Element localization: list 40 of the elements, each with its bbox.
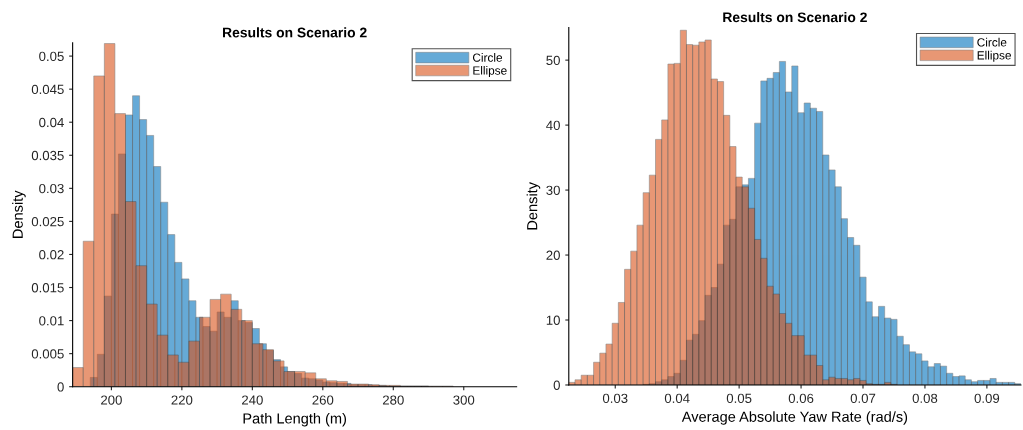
x-tick-label: 280	[382, 395, 404, 405]
chart-title: Results on Scenario 2	[723, 12, 867, 23]
legend-label: Circle	[472, 53, 503, 62]
y-tick-label: 0.04	[39, 117, 64, 128]
legend-label: Ellipse	[977, 50, 1011, 62]
y-tick-label: 50	[546, 55, 560, 66]
x-tick-label: 0.05	[726, 393, 752, 403]
y-tick-label: 30	[546, 185, 560, 195]
x-tick-label: 260	[312, 395, 334, 405]
x-tick-label: 0.08	[912, 393, 938, 403]
y-axis-title: Density	[526, 182, 541, 230]
chart-title: Results on Scenario 2	[223, 27, 367, 38]
y-tick-label: 0.01	[39, 316, 64, 326]
y-tick-label: 0.05	[39, 51, 64, 62]
x-tick-label: 240	[242, 395, 263, 405]
x-tick-label: 300	[453, 395, 475, 405]
x-tick-label: 0.07	[850, 393, 876, 403]
x-tick-label: 0.09	[974, 393, 1000, 403]
y-tick-label: 0.03	[39, 183, 64, 194]
y-tick-label: 0.045	[31, 84, 64, 95]
y-tick-label: 0	[57, 382, 64, 392]
legend-label: Circle	[977, 37, 1007, 47]
y-tick-label: 40	[546, 120, 560, 131]
x-tick-label: 0.03	[602, 393, 628, 403]
legend-label: Ellipse	[473, 66, 507, 78]
y-tick-label: 0.02	[39, 250, 64, 260]
y-tick-label: 0.015	[31, 283, 64, 293]
x-axis-title: Average Absolute Yaw Rate (rad/s)	[681, 411, 908, 425]
y-axis-title: Density	[12, 190, 26, 238]
x-tick-label: 220	[171, 395, 193, 405]
y-tick-label: 20	[546, 250, 560, 260]
x-axis-title: Path Length (m)	[243, 412, 347, 427]
y-tick-label: 0.025	[31, 216, 64, 227]
y-tick-label: 0.005	[31, 349, 64, 359]
x-tick-label: 0.04	[664, 393, 690, 403]
x-tick-label: 0.06	[788, 393, 814, 403]
y-tick-label: 10	[546, 315, 560, 325]
y-tick-label: 0	[553, 380, 560, 390]
x-tick-label: 200	[101, 395, 122, 405]
y-tick-label: 0.035	[31, 150, 64, 161]
